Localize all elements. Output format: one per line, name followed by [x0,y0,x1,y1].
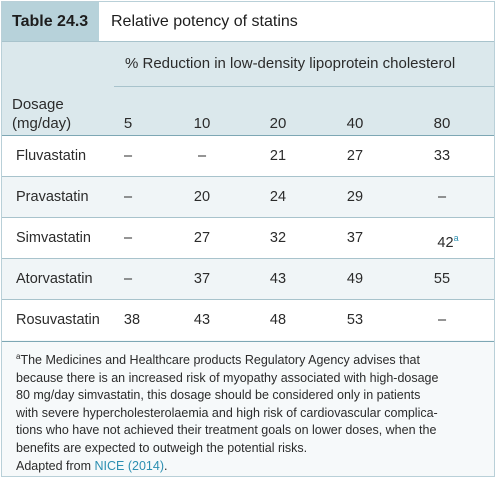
table-row: Fluvastatin – – 21 27 33 [2,135,494,176]
table-body: Fluvastatin – – 21 27 33 Pravastatin – 2… [2,135,494,340]
dosage-header: Dosage (mg/day) [12,95,71,133]
value-cell: 48 [269,312,287,328]
source-line: Adapted from NICE (2014). [16,458,484,476]
span-header: % Reduction in low-density lipoprotein c… [125,55,456,72]
value-cell: 43 [193,312,211,328]
source-prefix: Adapted from [16,458,95,473]
value-cell: – [437,189,447,205]
value-cell: 20 [193,189,211,205]
value-cell: 27 [193,230,211,246]
table-row: Rosuvastatin 38 43 48 53 – [2,299,494,340]
table-title: Relative potency of statins [111,13,298,30]
footnote-line: because there is an increased risk of my… [16,370,439,385]
value-cell: 27 [346,148,364,164]
value-cell: 53 [346,312,364,328]
footnote-marker: a [16,352,21,361]
source-suffix: . [164,458,168,473]
value-cell: 32 [269,230,287,246]
dosage-header-line2: (mg/day) [12,115,72,132]
value-cell: 33 [433,148,451,164]
source-link[interactable]: NICE (2014) [94,458,164,473]
span-header-rule [114,86,494,87]
drug-name: Pravastatin [16,189,89,205]
value-cell: 42a [418,218,478,263]
table-footnote: aThe Medicines and Healthcare products R… [2,341,494,476]
dose-header-5: 5 [123,115,133,132]
value-cell: – [123,271,133,287]
value-cell: 29 [346,189,364,205]
dose-header-80: 80 [433,115,451,132]
drug-name: Rosuvastatin [16,312,100,328]
dose-header-20: 20 [269,115,287,132]
value-cell: – [123,148,133,164]
drug-name: Simvastatin [16,230,91,246]
footnote-line: benefits are expected to outweigh the po… [16,440,308,455]
table-row: Atorvastatin – 37 43 49 55 [2,258,494,299]
value-cell: 43 [269,271,287,287]
table-row: Simvastatin – 27 32 37 42a [2,217,494,258]
dosage-header-line1: Dosage [12,96,64,113]
value-cell: 49 [346,271,364,287]
drug-name: Atorvastatin [16,271,93,287]
table-header: % Reduction in low-density lipoprotein c… [2,41,494,135]
footnote-ref: a [453,233,459,243]
table-title-bar: Table 24.3 Relative potency of statins [2,2,494,41]
value-text: 42 [437,235,454,251]
dose-header-40: 40 [346,115,364,132]
value-cell: 38 [123,312,141,328]
footnote-line: 80 mg/day simvastatin, this dosage shoul… [16,388,421,403]
value-cell: – [123,230,133,246]
value-cell: – [123,189,133,205]
value-cell: 37 [193,271,211,287]
footnote-line: tions who have not achieved their treatm… [16,423,437,438]
footnote-line: with severe hypercholesterolaemia and hi… [16,405,438,420]
footnote-line: aThe Medicines and Healthcare products R… [16,348,484,370]
table-number: Table 24.3 [2,2,99,41]
value-cell: 24 [269,189,287,205]
drug-name: Fluvastatin [16,148,87,164]
value-cell: 21 [269,148,287,164]
dose-header-10: 10 [193,115,211,132]
value-cell: – [437,312,447,328]
value-cell: 37 [346,230,364,246]
value-cell: 55 [433,271,451,287]
footnote-text: The Medicines and Healthcare products Re… [20,353,420,367]
value-cell: – [197,148,207,164]
table-row: Pravastatin – 20 24 29 – [2,176,494,217]
